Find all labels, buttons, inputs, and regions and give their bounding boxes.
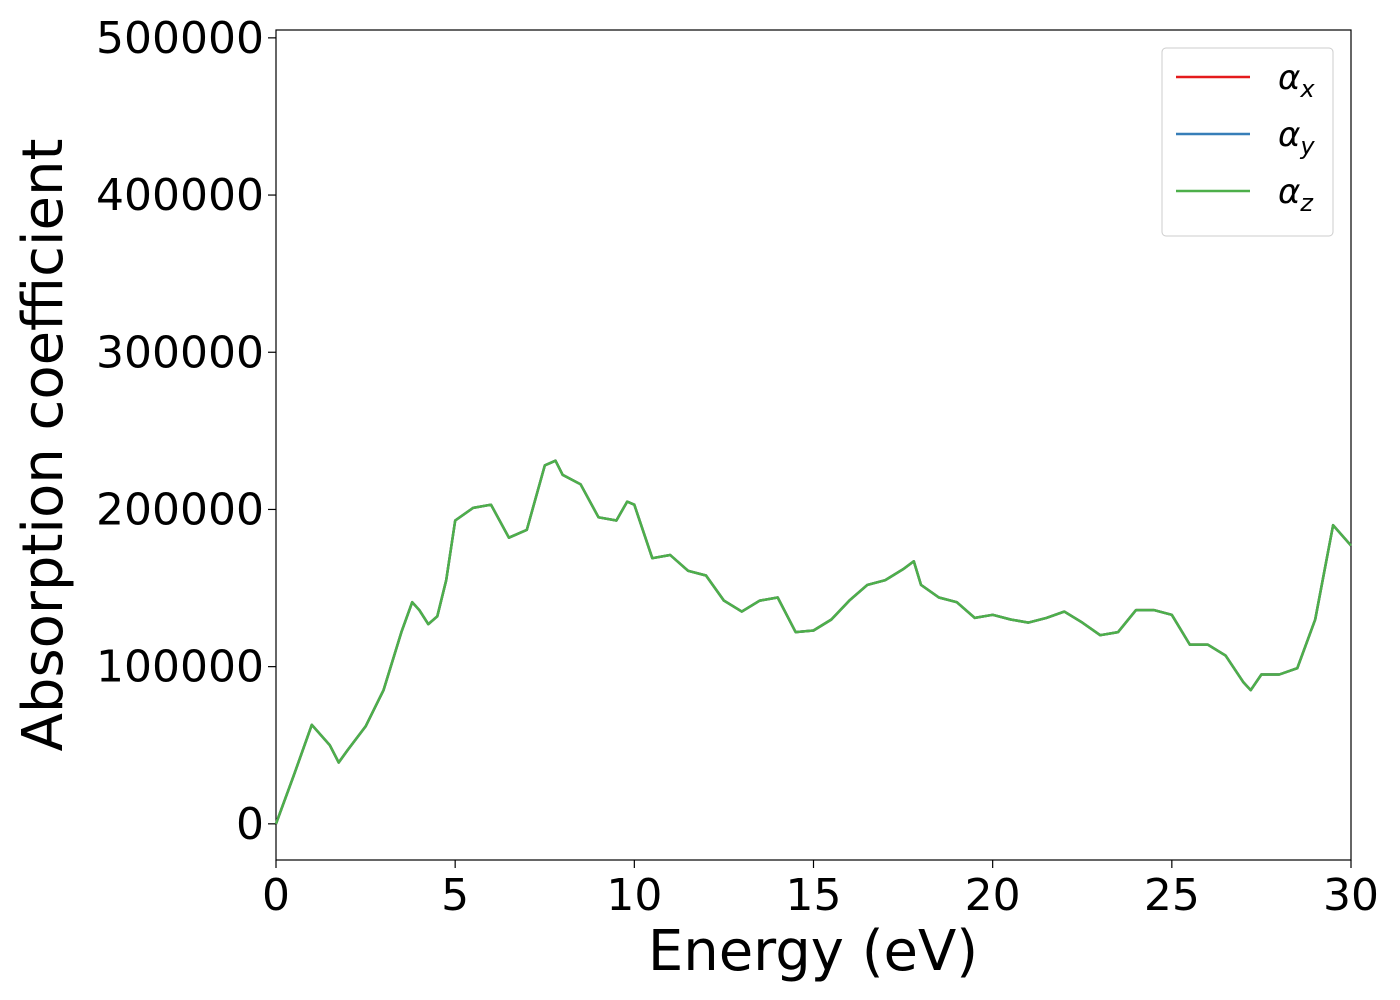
x-tick-label: 10	[606, 870, 662, 921]
y-tick-label: 100000	[96, 642, 264, 693]
y-tick-label: 200000	[96, 484, 264, 535]
x-tick-label: 20	[965, 870, 1021, 921]
legend-label: αy	[1278, 115, 1315, 160]
x-tick-label: 25	[1144, 870, 1200, 921]
y-tick-label: 400000	[96, 170, 264, 221]
x-tick-label: 30	[1323, 870, 1379, 921]
y-tick-label: 300000	[96, 327, 264, 378]
legend-label: αx	[1278, 58, 1315, 103]
x-tick-label: 0	[262, 870, 290, 921]
y-axis-label: Absorption coefficient	[11, 139, 76, 752]
y-tick-label: 0	[236, 799, 264, 850]
x-axis-label: Energy (eV)	[648, 919, 978, 984]
series-line	[274, 459, 1352, 825]
legend-label: αz	[1278, 172, 1314, 217]
y-tick-label: 500000	[96, 13, 264, 64]
legend-box	[1161, 47, 1334, 237]
x-tick-label: 5	[441, 870, 469, 921]
x-tick-label: 15	[786, 870, 842, 921]
